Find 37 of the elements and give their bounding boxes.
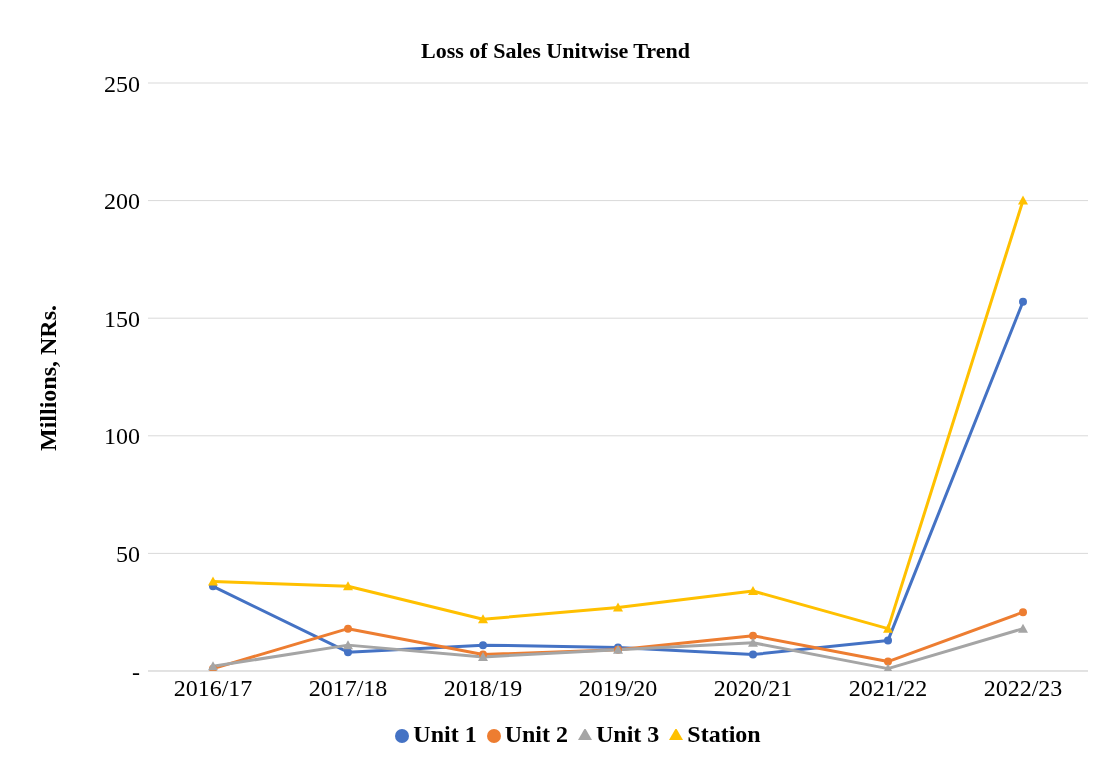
- legend-label: Unit 2: [504, 721, 568, 747]
- point: [478, 614, 488, 624]
- point: [208, 576, 218, 586]
- y-tick-label: -: [132, 658, 140, 685]
- point: [883, 623, 893, 633]
- point: [343, 640, 353, 650]
- point: [884, 636, 892, 645]
- point: [749, 631, 757, 640]
- legend-label: Station: [687, 721, 761, 747]
- point: [479, 641, 487, 650]
- point: [344, 624, 352, 633]
- point: [1019, 608, 1027, 617]
- point: [1018, 623, 1028, 633]
- y-tick-label: 150: [104, 305, 140, 332]
- point: [1019, 297, 1027, 306]
- x-tick-label: 2019/20: [578, 675, 658, 702]
- x-tick-label: 2021/22: [848, 675, 928, 702]
- point: [748, 586, 758, 596]
- y-tick-label: 200: [104, 188, 140, 215]
- legend-label: Unit 3: [595, 721, 660, 747]
- y-tick-label: 50: [116, 540, 140, 567]
- x-tick-label: 2017/18: [308, 675, 388, 702]
- y-axis-title: Millions, NRs.: [34, 304, 62, 452]
- point: [344, 648, 352, 657]
- point: [749, 650, 757, 659]
- point: [748, 637, 758, 647]
- y-tick-label: 250: [104, 70, 140, 97]
- legend-label: Unit 1: [413, 721, 477, 747]
- point: [343, 581, 353, 591]
- y-tick-label: 100: [104, 423, 140, 450]
- x-tick-label: 2022/23: [983, 675, 1063, 702]
- x-tick-label: 2020/21: [713, 675, 793, 702]
- point: [1018, 195, 1028, 205]
- chart-title: Loss of Sales Unitwise Trend: [420, 38, 691, 64]
- x-tick-label: 2018/19: [443, 675, 523, 702]
- point: [884, 657, 892, 666]
- x-tick-label: 2016/17: [173, 675, 253, 702]
